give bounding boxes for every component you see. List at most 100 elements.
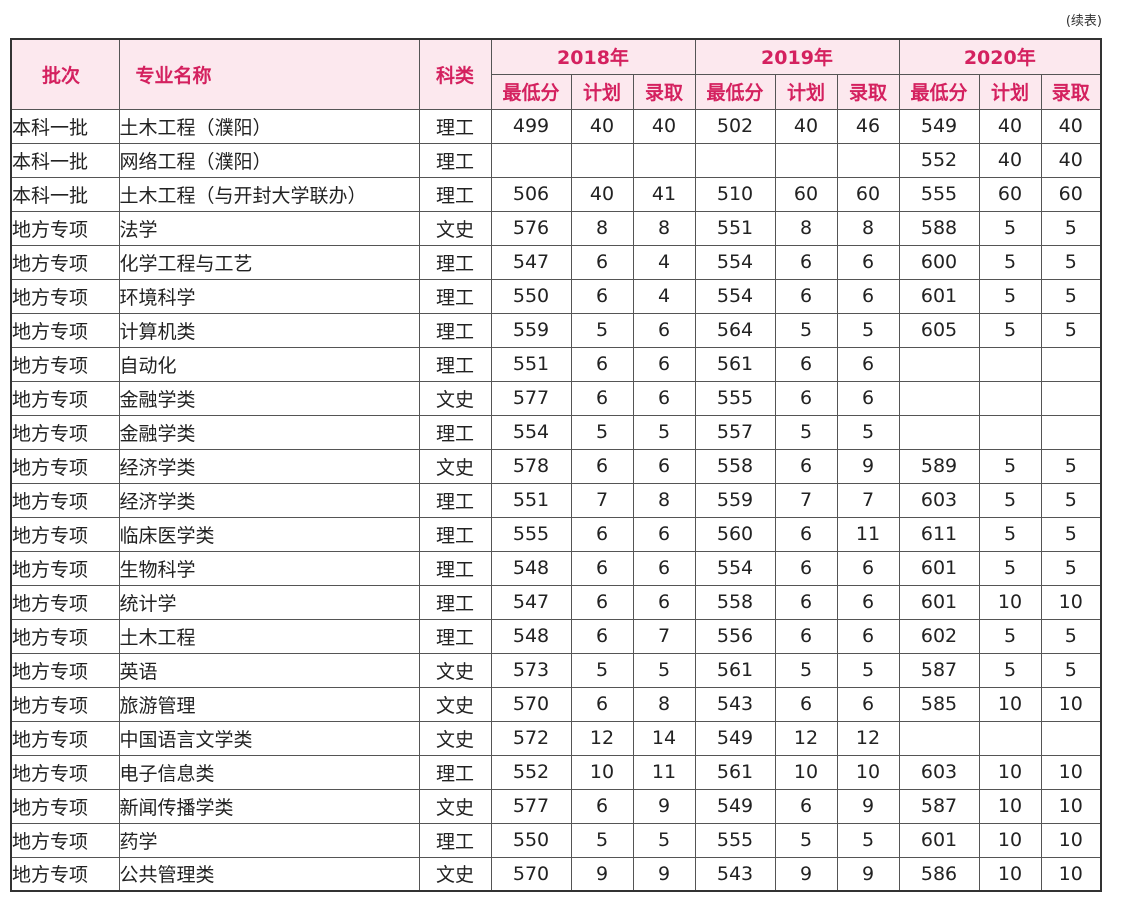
category-cell: 理工	[418, 176, 492, 212]
plan-2019-cell: 60	[774, 176, 838, 212]
major-cell: 化学工程与工艺	[118, 244, 420, 280]
admitted-2018-cell: 6	[632, 584, 696, 620]
admitted-2019-cell: 6	[836, 346, 900, 382]
min-score-2019-cell: 557	[694, 414, 776, 450]
plan-2020-cell: 5	[978, 278, 1042, 314]
admitted-2019-cell: 6	[836, 550, 900, 586]
category-cell: 理工	[418, 482, 492, 518]
table-row: 地方专项 中国语言文学类 文史 572 12 14 549 12 12	[10, 720, 1102, 756]
admitted-2019-cell: 5	[836, 312, 900, 348]
min-score-2019-cell: 561	[694, 754, 776, 790]
plan-2020-cell: 5	[978, 312, 1042, 348]
admitted-2018-cell: 5	[632, 414, 696, 450]
plan-2018-cell: 6	[570, 244, 634, 280]
min-score-2020-cell: 600	[898, 244, 980, 280]
header-year-2018: 2018年	[490, 38, 696, 75]
min-score-2019-cell: 554	[694, 550, 776, 586]
admitted-2018-cell: 5	[632, 822, 696, 858]
category-cell: 文史	[418, 448, 492, 484]
plan-2019-cell: 6	[774, 278, 838, 314]
min-score-2018-cell: 573	[490, 652, 572, 688]
header-batch: 批次	[10, 38, 120, 110]
batch-cell: 地方专项	[10, 856, 120, 892]
batch-cell: 地方专项	[10, 686, 120, 722]
plan-2020-cell: 40	[978, 108, 1042, 144]
min-score-2019-cell: 551	[694, 210, 776, 246]
min-score-2020-cell: 589	[898, 448, 980, 484]
plan-2018-cell: 6	[570, 380, 634, 416]
table-row: 地方专项 英语 文史 573 5 5 561 5 5 587 5 5	[10, 652, 1102, 688]
min-score-2019-cell: 502	[694, 108, 776, 144]
batch-cell: 地方专项	[10, 210, 120, 246]
batch-cell: 地方专项	[10, 346, 120, 382]
admitted-2020-cell: 10	[1040, 822, 1102, 858]
min-score-2018-cell: 570	[490, 686, 572, 722]
header-major: 专业名称	[118, 38, 420, 110]
admitted-2018-cell: 8	[632, 686, 696, 722]
admitted-2019-cell: 6	[836, 380, 900, 416]
major-cell: 经济学类	[118, 482, 420, 518]
admitted-2019-cell: 60	[836, 176, 900, 212]
plan-2020-cell	[978, 720, 1042, 756]
table-row: 地方专项 金融学类 理工 554 5 5 557 5 5	[10, 414, 1102, 450]
admitted-2019-cell	[836, 142, 900, 178]
min-score-2020-cell: 587	[898, 788, 980, 824]
major-cell: 土木工程（与开封大学联办）	[118, 176, 420, 212]
min-score-2019-cell: 556	[694, 618, 776, 654]
plan-2020-cell: 5	[978, 482, 1042, 518]
category-cell: 理工	[418, 108, 492, 144]
min-score-2020-cell: 601	[898, 278, 980, 314]
major-cell: 计算机类	[118, 312, 420, 348]
header-min-score: 最低分	[694, 73, 776, 110]
table-row: 地方专项 环境科学 理工 550 6 4 554 6 6 601 5 5	[10, 278, 1102, 314]
major-cell: 金融学类	[118, 414, 420, 450]
table-row: 地方专项 药学 理工 550 5 5 555 5 5 601 10 10	[10, 822, 1102, 858]
plan-2020-cell: 5	[978, 516, 1042, 552]
batch-cell: 地方专项	[10, 380, 120, 416]
table-row: 地方专项 旅游管理 文史 570 6 8 543 6 6 585 10 10	[10, 686, 1102, 722]
admitted-2019-cell: 8	[836, 210, 900, 246]
min-score-2018-cell: 555	[490, 516, 572, 552]
admitted-2018-cell: 6	[632, 448, 696, 484]
category-cell: 文史	[418, 380, 492, 416]
table-row: 本科一批 土木工程（濮阳） 理工 499 40 40 502 40 46 549 40 40	[10, 108, 1102, 144]
table-row: 地方专项 化学工程与工艺 理工 547 6 4 554 6 6 600 5 5	[10, 244, 1102, 280]
admitted-2018-cell: 8	[632, 210, 696, 246]
admitted-2018-cell: 6	[632, 550, 696, 586]
category-cell: 理工	[418, 244, 492, 280]
min-score-2018-cell: 506	[490, 176, 572, 212]
table-row: 地方专项 自动化 理工 551 6 6 561 6 6	[10, 346, 1102, 382]
min-score-2020-cell	[898, 380, 980, 416]
admitted-2019-cell: 6	[836, 618, 900, 654]
major-cell: 旅游管理	[118, 686, 420, 722]
batch-cell: 本科一批	[10, 108, 120, 144]
admitted-2019-cell: 6	[836, 244, 900, 280]
admitted-2020-cell: 5	[1040, 482, 1102, 518]
admitted-2019-cell: 9	[836, 448, 900, 484]
min-score-2020-cell: 601	[898, 584, 980, 620]
min-score-2018-cell: 547	[490, 244, 572, 280]
major-cell: 土木工程	[118, 618, 420, 654]
table-body: 本科一批 土木工程（濮阳） 理工 499 40 40 502 40 46 549 40 40 本科一批网…	[10, 108, 1102, 892]
major-cell: 环境科学	[118, 278, 420, 314]
batch-cell: 地方专项	[10, 448, 120, 484]
admitted-2019-cell: 10	[836, 754, 900, 790]
admitted-2019-cell: 7	[836, 482, 900, 518]
batch-cell: 本科一批	[10, 176, 120, 212]
admitted-2019-cell: 6	[836, 584, 900, 620]
plan-2018-cell: 6	[570, 686, 634, 722]
plan-2018-cell: 5	[570, 652, 634, 688]
min-score-2018-cell: 551	[490, 346, 572, 382]
batch-cell: 地方专项	[10, 482, 120, 518]
table-row: 地方专项 公共管理类 文史 570 9 9 543 9 9 586 10 10	[10, 856, 1102, 892]
plan-2018-cell: 5	[570, 822, 634, 858]
min-score-2018-cell: 576	[490, 210, 572, 246]
min-score-2018-cell: 577	[490, 380, 572, 416]
batch-cell: 地方专项	[10, 550, 120, 586]
admitted-2020-cell: 40	[1040, 142, 1102, 178]
header-min-score: 最低分	[898, 73, 980, 110]
admitted-2018-cell: 9	[632, 856, 696, 892]
plan-2019-cell: 6	[774, 550, 838, 586]
table-row: 地方专项 生物科学 理工 548 6 6 554 6 6 601 5 5	[10, 550, 1102, 586]
